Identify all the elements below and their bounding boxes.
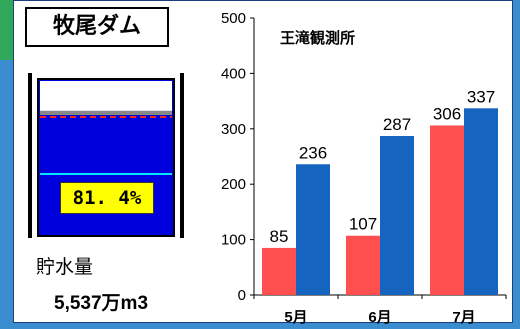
y-tick-label: 400: [221, 65, 246, 82]
bar: [430, 125, 464, 295]
data-label: 337: [467, 87, 495, 106]
chart-title: 王滝観測所: [280, 29, 355, 47]
bar: [346, 236, 380, 295]
data-label: 85: [270, 227, 289, 246]
y-tick-label: 300: [221, 121, 246, 138]
y-tick-label: 200: [221, 176, 246, 193]
y-tick-label: 100: [221, 232, 246, 249]
x-tick-label: 6月: [368, 309, 391, 326]
x-tick-label: 7月: [452, 309, 475, 326]
bar: [296, 164, 330, 295]
data-label: 287: [383, 115, 411, 134]
bar: [464, 108, 498, 295]
data-label: 236: [299, 143, 327, 162]
y-tick-label: 500: [221, 10, 246, 27]
y-tick-label: 0: [238, 287, 246, 304]
data-label: 107: [349, 215, 377, 234]
x-tick-label: 5月: [284, 309, 307, 326]
bar: [380, 136, 414, 295]
data-label: 306: [433, 104, 461, 123]
bar: [262, 248, 296, 295]
